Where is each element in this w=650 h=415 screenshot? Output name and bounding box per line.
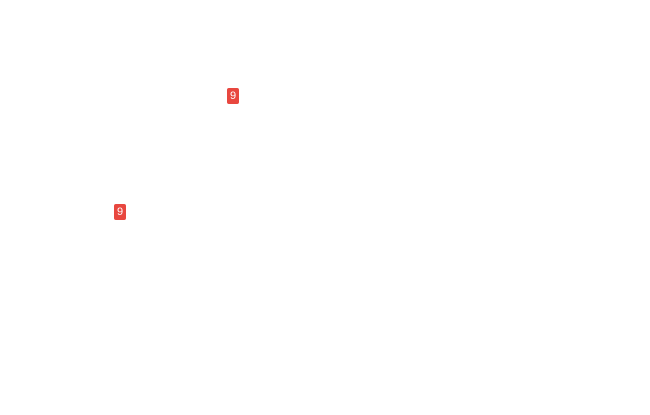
notification-badge: 9 [227,88,239,104]
notification-badge: 9 [114,204,126,220]
notification-badge-count: 9 [116,205,124,218]
notification-badge-count: 9 [229,89,237,102]
